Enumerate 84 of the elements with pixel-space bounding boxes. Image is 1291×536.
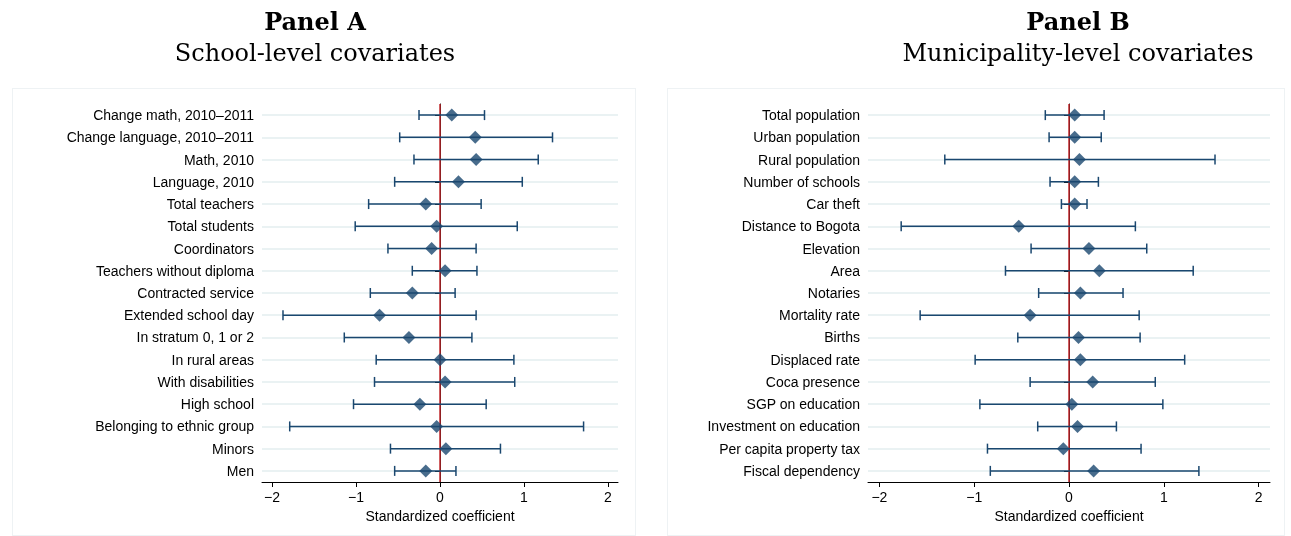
y-tick-label: Distance to Bogota: [741, 218, 861, 235]
y-tick-label: Rural population: [758, 151, 860, 168]
y-tick-label: Total students: [167, 218, 254, 235]
y-tick-label: Total teachers: [166, 196, 254, 213]
point: [425, 242, 439, 256]
point: [1065, 397, 1079, 411]
y-tick-label: With disabilities: [157, 373, 254, 390]
x-tick-label: −1: [348, 489, 365, 505]
y-tick-label: In stratum 0, 1 or 2: [136, 329, 255, 346]
point: [451, 175, 465, 189]
y-tick-label: Extended school day: [124, 307, 254, 324]
point: [419, 464, 433, 478]
x-axis-title: Standardized coefficient: [994, 507, 1144, 524]
point: [1082, 242, 1096, 256]
y-tick-label: Births: [824, 329, 860, 346]
point: [373, 308, 387, 322]
y-tick-label: Belonging to ethnic group: [95, 418, 255, 435]
x-tick-label: 0: [1065, 489, 1074, 505]
chart-subtitle: Municipality-level covariates: [902, 39, 1254, 67]
point: [1073, 353, 1087, 367]
y-tick-label: Mortality rate: [779, 307, 861, 324]
point: [405, 286, 419, 300]
point: [1068, 175, 1082, 189]
point: [1056, 442, 1070, 456]
point: [1071, 330, 1085, 344]
y-tick-label: Coca presence: [765, 373, 861, 390]
chart-title: Panel B: [1026, 6, 1130, 36]
y-tick-label: Total population: [761, 107, 860, 124]
x-axis-title: Standardized coefficient: [365, 507, 515, 524]
point: [1071, 419, 1085, 433]
y-tick-label: Car theft: [806, 196, 861, 213]
x-tick-label: 2: [604, 489, 613, 505]
point: [419, 197, 433, 211]
y-tick-label: SGP on education: [746, 396, 860, 413]
y-tick-label: Number of schools: [743, 173, 860, 190]
y-tick-label: Coordinators: [173, 240, 254, 257]
point: [1092, 264, 1106, 278]
chart-subtitle: School-level covariates: [174, 39, 456, 67]
y-tick-label: Teachers without diploma: [96, 262, 255, 279]
y-tick-label: Language, 2010: [152, 173, 255, 190]
y-tick-label: Elevation: [802, 240, 860, 257]
y-tick-label: High school: [180, 396, 254, 413]
point: [438, 375, 452, 389]
point: [445, 108, 459, 122]
point: [468, 130, 482, 144]
x-tick-label: −1: [966, 489, 983, 505]
y-tick-label: Change math, 2010–2011: [93, 107, 255, 124]
y-tick-label: Men: [226, 462, 254, 479]
y-tick-label: Contracted service: [137, 285, 255, 301]
point: [430, 219, 444, 233]
point: [1023, 308, 1037, 322]
point: [1073, 286, 1087, 300]
x-tick-label: 1: [1159, 489, 1168, 505]
point: [1068, 197, 1082, 211]
chart-title: Panel A: [264, 6, 367, 36]
y-tick-label: Fiscal dependency: [743, 462, 860, 479]
y-tick-label: Area: [830, 262, 861, 279]
point: [1068, 130, 1082, 144]
point: [438, 264, 452, 278]
point: [430, 419, 444, 433]
x-tick-label: 2: [1254, 489, 1263, 505]
x-tick-label: 1: [520, 489, 529, 505]
point: [1068, 108, 1082, 122]
y-tick-label: Minors: [211, 440, 254, 457]
point: [439, 442, 453, 456]
point: [469, 153, 483, 167]
point: [413, 397, 427, 411]
y-tick-label: Change language, 2010–2011: [66, 129, 255, 146]
x-tick-label: −2: [264, 489, 281, 505]
y-tick-label: Notaries: [807, 285, 860, 301]
y-tick-label: Urban population: [753, 129, 860, 146]
y-tick-label: In rural areas: [171, 351, 254, 368]
y-tick-label: Math, 2010: [183, 151, 255, 168]
point: [1086, 375, 1100, 389]
point: [1087, 464, 1101, 478]
point: [1072, 153, 1086, 167]
y-tick-label: Investment on education: [707, 418, 860, 435]
point: [1012, 219, 1026, 233]
point: [433, 353, 447, 367]
x-tick-label: −2: [871, 489, 888, 505]
x-tick-label: 0: [436, 489, 445, 505]
y-tick-label: Displaced rate: [770, 351, 861, 368]
point: [402, 330, 416, 344]
y-tick-label: Per capita property tax: [719, 440, 860, 457]
